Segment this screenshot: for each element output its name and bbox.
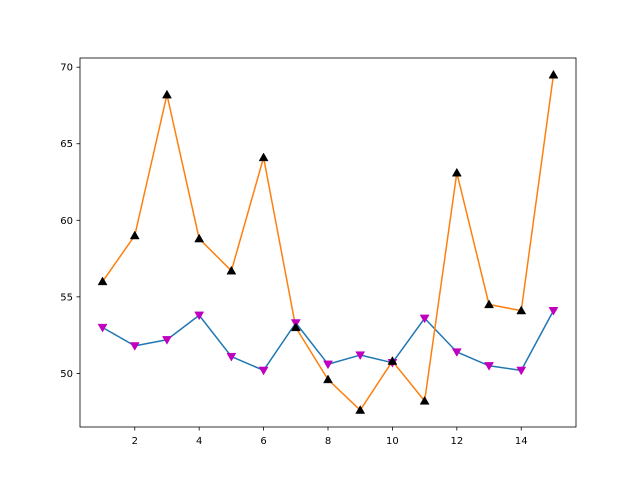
series-2-marker — [226, 265, 237, 275]
y-tick-label: 65 — [60, 139, 73, 150]
series-1-marker — [548, 307, 559, 316]
series-2-marker — [97, 276, 108, 286]
y-axis: 50 55 60 65 70 — [60, 63, 80, 380]
x-tick-label: 12 — [450, 436, 463, 447]
x-tick-label: 2 — [132, 436, 138, 447]
series-2-marker — [548, 69, 559, 79]
x-tick-label: 4 — [196, 436, 202, 447]
y-tick-label: 50 — [60, 369, 73, 380]
series-2-marker — [194, 233, 205, 243]
series-2-marker — [451, 167, 462, 177]
x-tick-label: 6 — [260, 436, 266, 447]
series-1-marker — [484, 362, 494, 371]
series-1-marker — [97, 323, 108, 333]
series-2-marker — [355, 405, 366, 414]
series-1-marker — [226, 352, 237, 362]
series-2-marker — [484, 299, 494, 309]
series-1-marker — [355, 351, 366, 361]
series-1-marker — [323, 360, 333, 370]
series-2-marker — [419, 395, 430, 405]
y-tick-label: 70 — [60, 63, 73, 74]
y-tick-label: 60 — [60, 216, 73, 227]
series-1-marker — [258, 366, 269, 376]
series-1-marker — [419, 314, 430, 324]
series-2-marker — [162, 89, 172, 99]
y-tick-label: 55 — [60, 292, 73, 303]
x-axis: 2 4 6 8 10 12 14 — [132, 427, 528, 447]
series-2-marker — [323, 374, 333, 384]
series-2-marker — [516, 305, 527, 315]
x-tick-label: 8 — [325, 436, 331, 447]
series-2-marker — [387, 356, 398, 365]
series-1-marker — [162, 336, 172, 345]
marker-layer — [97, 69, 559, 414]
series-1-marker — [129, 342, 140, 351]
series-2-marker — [129, 230, 140, 240]
series-1-marker — [194, 311, 205, 321]
series-1-marker — [451, 348, 462, 357]
series-1-marker — [516, 366, 527, 376]
series-2-marker — [258, 152, 269, 162]
x-tick-label: 14 — [515, 436, 528, 447]
plot-area — [80, 58, 576, 427]
x-tick-label: 10 — [386, 436, 399, 447]
series-2-marker — [290, 322, 301, 332]
